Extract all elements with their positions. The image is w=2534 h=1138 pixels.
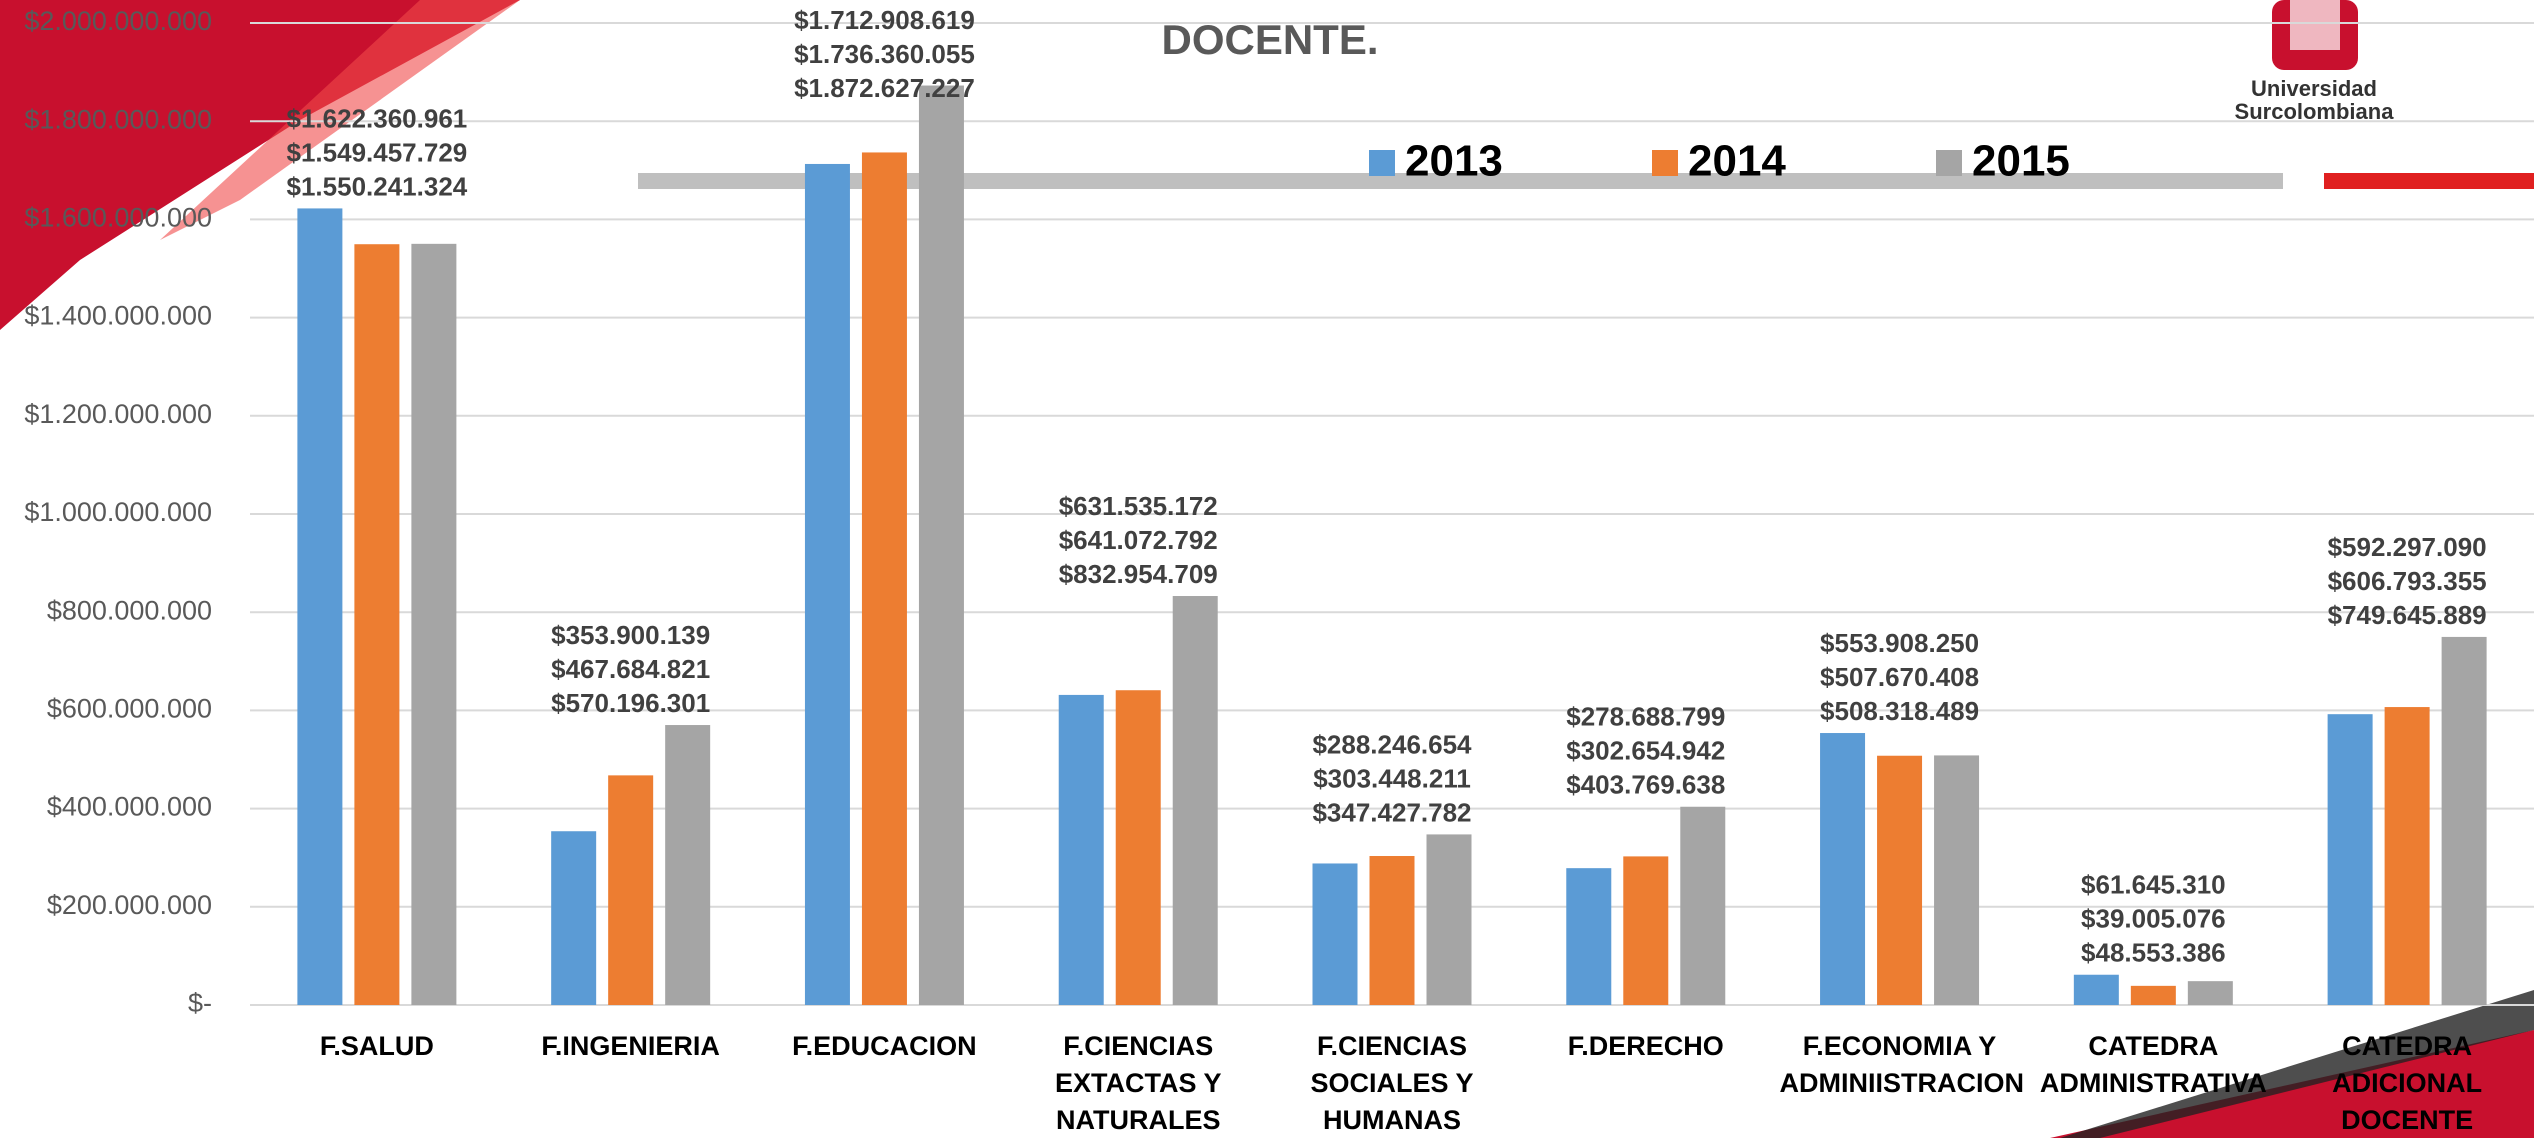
bar (2327, 714, 2373, 1005)
x-tick-label: F.CIENCIAS SOCIALES Y HUMANAS (1310, 1031, 1474, 1135)
bar (1426, 834, 1472, 1005)
x-tick-label: F.INGENIERIA (541, 1031, 720, 1061)
bar (804, 163, 850, 1006)
x-tick-label: CATEDRA ADMINISTRATIVA (2039, 1031, 2267, 1098)
bar (2441, 636, 2487, 1005)
x-tick-label: F.ECONOMIA Y ADMINIISTRACION (1779, 1031, 2025, 1098)
bar (2130, 985, 2176, 1005)
bar (1623, 856, 1669, 1005)
red-band (2324, 173, 2534, 189)
value-label: $1.549.457.729 (287, 137, 468, 167)
bar (551, 831, 597, 1005)
y-tick-label: $1.600.000.000 (24, 203, 212, 233)
bar (1877, 755, 1923, 1005)
x-tick-label: F.DERECHO (1567, 1031, 1724, 1061)
value-label: $61.645.310 (2081, 870, 2226, 900)
value-label: $1.712.908.619 (794, 5, 975, 35)
bar (1115, 690, 1161, 1005)
bar (1312, 863, 1358, 1005)
value-label: $303.448.211 (1313, 763, 1471, 793)
bar (411, 243, 457, 1005)
legend-swatch (1936, 150, 1962, 176)
legend-label: 2014 (1688, 137, 1786, 186)
bar (2187, 981, 2233, 1005)
value-label: $48.553.386 (2081, 938, 2226, 968)
value-label: $1.622.360.961 (287, 103, 468, 133)
value-label: $1.872.627.227 (794, 73, 975, 103)
legend-label: 2013 (1405, 137, 1503, 186)
legend-swatch (1369, 150, 1395, 176)
bar (665, 725, 711, 1005)
bar (861, 152, 907, 1006)
gray-band (638, 173, 2283, 189)
bar (1820, 733, 1866, 1005)
y-tick-label: $600.000.000 (47, 694, 212, 724)
bar (2384, 707, 2430, 1005)
value-label: $403.769.638 (1566, 770, 1725, 800)
x-tick-label: CATEDRA ADICIONAL DOCENTE (2332, 1031, 2483, 1135)
value-label: $467.684.821 (551, 654, 710, 684)
bar (608, 775, 654, 1005)
legend-swatch (1652, 150, 1678, 176)
bar (918, 85, 964, 1005)
value-label: $1.550.241.324 (287, 171, 468, 201)
legend-label: 2015 (1972, 137, 2070, 186)
value-label: $278.688.799 (1566, 702, 1725, 732)
dark-swoosh-bottom (2060, 990, 2534, 1138)
bar (2073, 974, 2119, 1005)
value-label: $288.246.654 (1312, 729, 1472, 759)
logo-text: Surcolombiana (2235, 99, 2395, 124)
bar (1566, 868, 1612, 1005)
value-label: $1.736.360.055 (794, 39, 975, 69)
x-tick-label: F.EDUCACION (792, 1031, 977, 1061)
y-tick-label: $800.000.000 (47, 595, 212, 625)
value-label: $507.670.408 (1820, 662, 1979, 692)
red-swoosh-light (160, 0, 520, 240)
bar (354, 244, 400, 1005)
logo-inner (2290, 0, 2340, 50)
value-label: $347.427.782 (1312, 797, 1471, 827)
bar (297, 208, 343, 1005)
bar (1680, 806, 1726, 1005)
y-tick-label: $1.000.000.000 (24, 497, 212, 527)
bar (1172, 596, 1218, 1005)
value-label: $508.318.489 (1820, 696, 1979, 726)
bar (1369, 856, 1415, 1005)
value-label: $570.196.301 (551, 688, 710, 718)
bar (1058, 694, 1104, 1005)
value-label: $832.954.709 (1059, 559, 1218, 589)
y-tick-label: $1.200.000.000 (24, 399, 212, 429)
value-label: $353.900.139 (551, 620, 710, 650)
y-tick-label: $200.000.000 (47, 890, 212, 920)
logo-text: Universidad (2251, 76, 2377, 101)
value-label: $39.005.076 (2081, 904, 2226, 934)
y-tick-label: $- (188, 988, 212, 1018)
x-tick-label: F.CIENCIAS EXTACTAS Y NATURALES (1054, 1031, 1222, 1135)
red-swoosh (0, 0, 520, 330)
value-label: $606.793.355 (2328, 566, 2487, 596)
y-tick-label: $1.800.000.000 (24, 104, 212, 134)
y-tick-label: $2.000.000.000 (24, 6, 212, 36)
y-tick-label: $400.000.000 (47, 792, 212, 822)
value-label: $592.297.090 (2328, 532, 2487, 562)
value-label: $302.654.942 (1566, 736, 1725, 766)
value-label: $631.535.172 (1059, 491, 1218, 521)
value-label: $749.645.889 (2328, 600, 2487, 630)
y-tick-label: $1.400.000.000 (24, 301, 212, 331)
value-label: $641.072.792 (1059, 525, 1218, 555)
bar (1934, 755, 1980, 1005)
value-label: $553.908.250 (1820, 628, 1979, 658)
x-tick-label: F.SALUD (319, 1031, 434, 1061)
